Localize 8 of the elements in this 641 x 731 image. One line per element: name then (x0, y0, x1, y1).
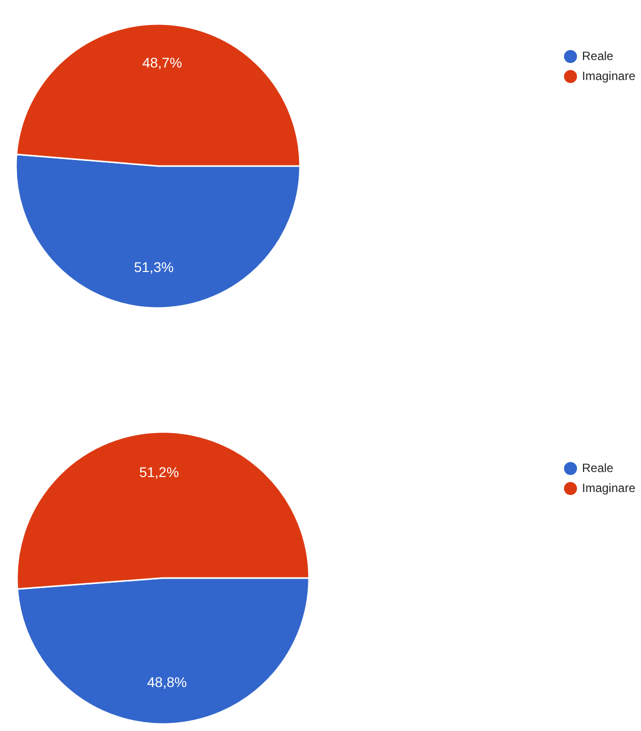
legend-label: Reale (582, 49, 614, 63)
data-label: 48,8% (147, 674, 187, 690)
data-label: 48,7% (142, 54, 182, 71)
data-label: 51,3% (134, 259, 174, 276)
legend-label: Reale (582, 461, 614, 475)
legend-label: Imaginare (582, 69, 636, 83)
data-label: 51,2% (139, 464, 179, 480)
legend-label: Imaginare (582, 481, 636, 495)
